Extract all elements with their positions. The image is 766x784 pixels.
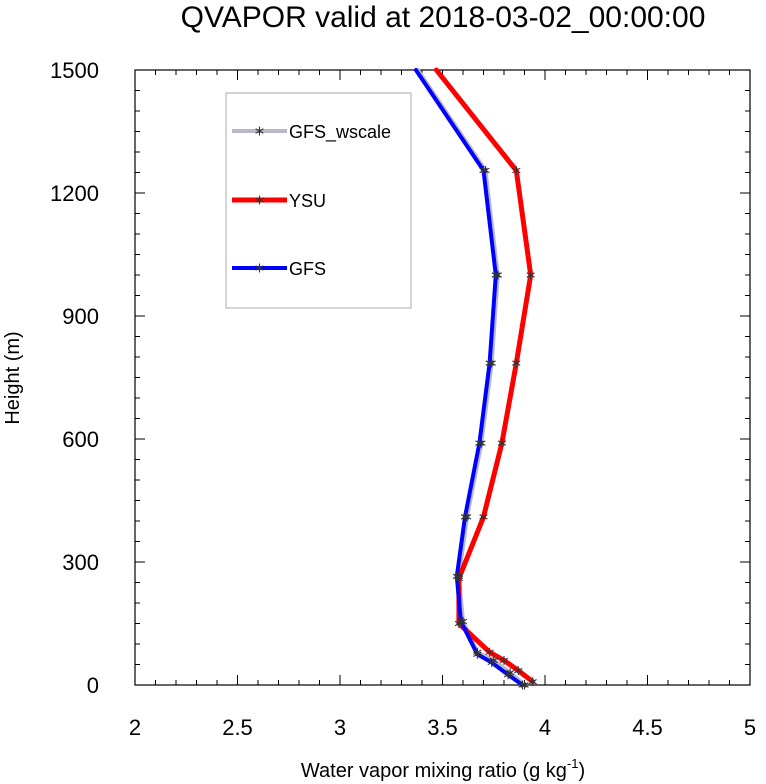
data-point — [512, 165, 521, 175]
x-tick-label: 3.5 — [427, 715, 458, 740]
x-tick-label: 4 — [539, 715, 551, 740]
data-point — [499, 655, 509, 665]
chart-title: QVAPOR valid at 2018-03-02_00:00:00 — [181, 1, 706, 34]
x-axis-label-tail: ) — [578, 760, 585, 782]
marker-stroke — [497, 440, 507, 446]
marker-stroke — [475, 440, 484, 446]
marker-stroke — [487, 659, 496, 666]
marker-stroke — [514, 667, 523, 674]
marker-stroke — [528, 678, 537, 685]
data-point — [479, 165, 488, 175]
data-point — [526, 270, 535, 280]
y-tick-label: 600 — [62, 427, 99, 452]
y-tick-label: 0 — [87, 673, 99, 698]
x-axis-label-main: Water vapor mixing ratio (g kg — [301, 760, 567, 782]
legend-marker — [255, 126, 264, 136]
x-tick-label: 5 — [744, 715, 756, 740]
series-lines — [413, 67, 536, 687]
y-tick-label: 1500 — [50, 58, 99, 83]
x-tick-labels: 2 2.5 3 3.5 4 4.5 5 — [129, 715, 756, 740]
data-point — [497, 438, 507, 448]
x-tick-label: 4.5 — [632, 715, 663, 740]
marker-stroke — [456, 618, 466, 625]
series-line-gfs — [413, 68, 525, 687]
x-axis-label-superscript: -1 — [567, 756, 579, 771]
marker-stroke — [518, 682, 527, 688]
series-line-ysu — [433, 67, 536, 685]
marker-stroke — [255, 197, 264, 203]
data-point — [503, 670, 513, 680]
data-point — [528, 677, 537, 687]
x-tick-label: 2 — [129, 715, 141, 740]
data-point — [491, 270, 500, 280]
legend-label: GFS_wscale — [289, 122, 391, 143]
axis-ticks — [134, 69, 751, 686]
marker-stroke — [491, 272, 500, 278]
data-point — [460, 512, 470, 522]
y-tick-labels: 0 300 600 900 1200 1500 — [50, 58, 99, 698]
marker-stroke — [460, 514, 470, 520]
marker-stroke — [255, 265, 264, 271]
legend-marker — [255, 263, 264, 273]
y-tick-label: 900 — [62, 304, 99, 329]
marker-stroke — [473, 651, 482, 657]
data-point — [452, 571, 462, 581]
data-point — [456, 616, 466, 626]
series-markers — [452, 165, 537, 690]
data-point — [475, 438, 484, 448]
legend-label: GFS — [289, 259, 326, 279]
y-tick-label: 1200 — [50, 181, 99, 206]
data-point — [473, 649, 482, 659]
legend: GFS_wscale YSU GFS — [225, 92, 412, 309]
x-axis-label: Water vapor mixing ratio (g kg-1) — [301, 756, 585, 782]
y-tick-label: 300 — [62, 550, 99, 575]
marker-stroke — [512, 360, 521, 366]
x-tick-label: 2.5 — [222, 715, 253, 740]
marker-stroke — [479, 514, 488, 520]
marker-stroke — [526, 272, 535, 278]
legend-marker — [255, 195, 264, 205]
marker-stroke — [485, 649, 494, 655]
marker-stroke — [503, 672, 513, 678]
data-point — [479, 512, 488, 522]
data-point — [485, 358, 494, 368]
x-tick-label: 3 — [334, 715, 346, 740]
data-point — [485, 647, 494, 657]
marker-stroke — [499, 657, 509, 664]
marker-stroke — [479, 167, 488, 174]
marker-stroke — [485, 360, 494, 366]
data-point — [512, 358, 521, 368]
legend-items: GFS_wscale YSU GFS — [232, 122, 391, 279]
data-point — [487, 657, 496, 667]
data-point — [518, 680, 527, 690]
marker-stroke — [512, 167, 521, 174]
marker-stroke — [452, 573, 462, 580]
legend-label: YSU — [289, 191, 326, 211]
marker-stroke — [255, 128, 264, 134]
y-axis-label: Height (m) — [2, 331, 24, 424]
data-point — [514, 666, 523, 676]
